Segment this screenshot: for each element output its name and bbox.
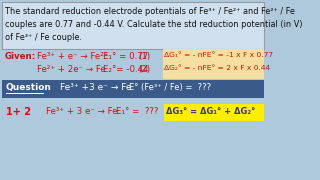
Text: Question: Question: [6, 83, 52, 92]
Text: Fe³⁺ + e⁻ → Fe²⁺: Fe³⁺ + e⁻ → Fe²⁺: [37, 52, 109, 61]
Text: (1): (1): [138, 52, 150, 61]
Text: of Fe³⁺ / Fe couple.: of Fe³⁺ / Fe couple.: [5, 33, 82, 42]
Text: ΔG₃° = ΔG₁° + ΔG₂°: ΔG₃° = ΔG₁° + ΔG₂°: [166, 107, 256, 116]
Text: ΔG₁° = - nFE° = -1 x F x 0.77: ΔG₁° = - nFE° = -1 x F x 0.77: [164, 52, 274, 58]
Text: Fe³⁺ + 3 e⁻ → Fe: Fe³⁺ + 3 e⁻ → Fe: [46, 107, 117, 116]
Text: The standard reduction electrode potentials of Fe³⁺ / Fe²⁺ and Fe²⁺ / Fe: The standard reduction electrode potenti…: [5, 7, 295, 16]
FancyBboxPatch shape: [2, 2, 264, 49]
FancyBboxPatch shape: [2, 80, 264, 98]
FancyBboxPatch shape: [164, 104, 264, 121]
Text: Given:: Given:: [5, 52, 36, 61]
Text: Fe³⁺ +3 e⁻ → Fe: Fe³⁺ +3 e⁻ → Fe: [60, 83, 131, 92]
FancyBboxPatch shape: [163, 49, 264, 79]
Text: E₂°= -0.44: E₂°= -0.44: [103, 65, 149, 74]
Text: 1+ 2: 1+ 2: [6, 107, 31, 117]
Text: E₁° = 0.77: E₁° = 0.77: [103, 52, 148, 61]
Text: ΔG₂° = - nFE° = 2 x F x 0.44: ΔG₂° = - nFE° = 2 x F x 0.44: [164, 65, 271, 71]
Text: E° (Fe³⁺ / Fe) =  ???: E° (Fe³⁺ / Fe) = ???: [129, 83, 211, 92]
Text: E₁° =  ???: E₁° = ???: [116, 107, 159, 116]
Text: Fe²⁺ + 2e⁻ → Fe: Fe²⁺ + 2e⁻ → Fe: [37, 65, 106, 74]
Text: (2): (2): [138, 65, 150, 74]
Text: couples are 0.77 and -0.44 V. Calculate the std reduction potential (in V): couples are 0.77 and -0.44 V. Calculate …: [5, 20, 302, 29]
